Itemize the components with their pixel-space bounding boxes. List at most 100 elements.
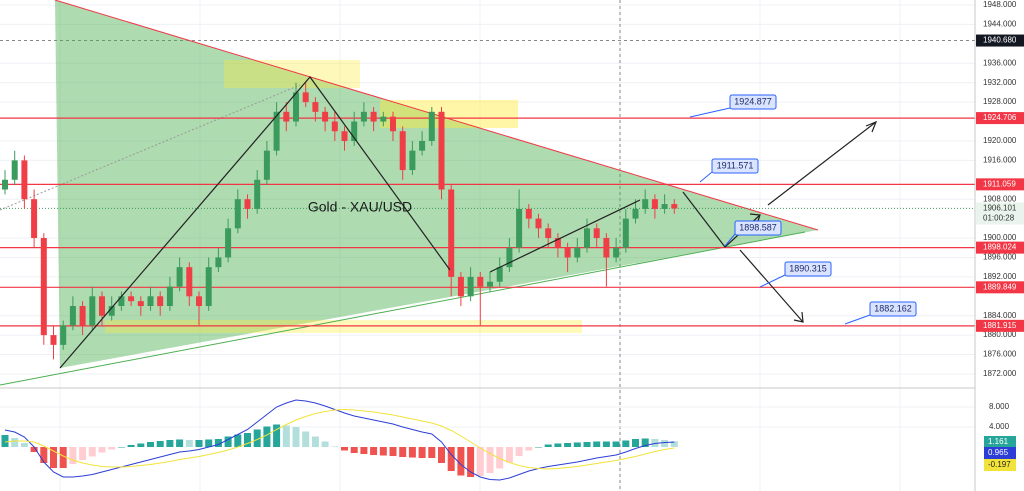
candle-body xyxy=(516,208,523,248)
histogram-bar xyxy=(350,447,358,453)
candle-body xyxy=(99,296,105,316)
histogram-bar xyxy=(467,447,475,477)
candle-body xyxy=(584,228,590,248)
level-badge xyxy=(976,281,1024,294)
annotation-connector xyxy=(724,233,736,247)
histogram-bar xyxy=(88,447,96,457)
zone xyxy=(224,60,360,88)
histogram-bar xyxy=(389,447,397,456)
candle-body xyxy=(390,116,396,132)
candle-body xyxy=(244,199,251,209)
candle-body xyxy=(574,247,581,258)
arrow xyxy=(767,121,877,206)
indicator-badge xyxy=(984,459,1016,471)
candles xyxy=(2,82,678,360)
annotation-box xyxy=(784,261,832,277)
candle-body xyxy=(457,276,464,297)
candle-body xyxy=(487,281,493,287)
candle-body xyxy=(128,296,135,302)
annotation-connector xyxy=(689,107,731,118)
annotation-label: 1882.162 xyxy=(874,303,912,313)
level-label: 1889.849 xyxy=(983,282,1017,291)
histogram-bar xyxy=(156,441,164,447)
candle-body xyxy=(651,199,658,209)
indicator-badge xyxy=(984,436,1016,448)
y-tick-label: 1944.000 xyxy=(983,20,1017,29)
trend-line xyxy=(0,231,806,386)
y-tick-label: 1916.000 xyxy=(983,155,1017,164)
candle-body xyxy=(89,296,96,326)
annotation-box xyxy=(734,220,782,236)
crosshair-label: 1940.680 xyxy=(983,36,1017,45)
candle-body xyxy=(2,179,8,190)
histogram-bar xyxy=(127,445,135,447)
histogram-bar xyxy=(321,441,329,447)
arrow xyxy=(739,249,804,323)
candle-body xyxy=(273,111,280,151)
histogram-bar xyxy=(69,447,77,464)
histogram-bar xyxy=(593,441,601,447)
annotation-box xyxy=(869,301,917,317)
candle-body xyxy=(147,296,154,307)
histogram-bar xyxy=(622,440,630,447)
y-tick-label: 1900.000 xyxy=(983,233,1017,242)
histogram-bar xyxy=(438,447,445,463)
histogram-bar xyxy=(447,447,455,471)
histogram-bar xyxy=(263,426,271,447)
histogram-bar xyxy=(486,447,494,473)
candle-body xyxy=(496,267,503,282)
histogram-bar xyxy=(244,433,251,447)
candle-body xyxy=(467,276,474,297)
histogram-bar xyxy=(370,447,378,455)
candle-body xyxy=(545,228,552,239)
histogram-bar xyxy=(564,443,572,447)
trend-line xyxy=(54,0,819,231)
candle-body xyxy=(234,199,241,229)
histogram-bar xyxy=(292,427,300,447)
histogram-bar xyxy=(137,443,145,447)
annotations: 1924.877 1911.571 1898.587 1890.315 1882.162 xyxy=(689,94,917,325)
y-tick-label: 1880.000 xyxy=(983,330,1017,339)
candle-body xyxy=(632,208,639,219)
candle-body xyxy=(215,257,222,268)
candle-body xyxy=(196,296,202,307)
histogram-bar xyxy=(117,447,125,448)
indicator-label: 0.965 xyxy=(988,448,1009,457)
zone xyxy=(105,320,582,333)
y-tick-label: 1908.000 xyxy=(983,194,1017,203)
candle-body xyxy=(593,228,600,239)
histogram-bar xyxy=(147,442,154,447)
candle-body xyxy=(428,111,435,141)
level-badge xyxy=(976,319,1024,332)
y-tick-label: 1876.000 xyxy=(983,350,1017,359)
candle-body xyxy=(341,131,348,141)
histogram-bar xyxy=(30,447,38,452)
histogram-bar xyxy=(331,446,339,447)
histogram-bar xyxy=(341,447,348,451)
candle-body xyxy=(622,218,629,248)
indicator-label: -0.197 xyxy=(988,460,1011,469)
annotation-box xyxy=(729,94,777,110)
histogram-bar xyxy=(379,447,387,456)
candle-body xyxy=(322,111,329,122)
candle-body xyxy=(661,204,668,209)
histogram-bar xyxy=(602,441,610,447)
y-tick-label: 1928.000 xyxy=(983,97,1017,106)
histogram-bar xyxy=(554,443,562,447)
candle-body xyxy=(157,296,164,307)
histogram-bar xyxy=(176,439,184,447)
histogram-bar xyxy=(428,447,436,458)
indicator-badge xyxy=(984,447,1016,459)
candle-body xyxy=(360,111,367,122)
histogram-bar xyxy=(408,447,416,458)
y-tick-label: 8.000 xyxy=(989,402,1010,411)
candle-body xyxy=(137,301,144,307)
annotation-box xyxy=(711,158,759,174)
arrow-head xyxy=(793,311,804,323)
histogram-bar xyxy=(573,442,581,447)
level-label: 1911.059 xyxy=(983,179,1016,188)
grid xyxy=(0,0,975,491)
candle-body xyxy=(186,267,193,297)
candle-body xyxy=(205,267,212,307)
